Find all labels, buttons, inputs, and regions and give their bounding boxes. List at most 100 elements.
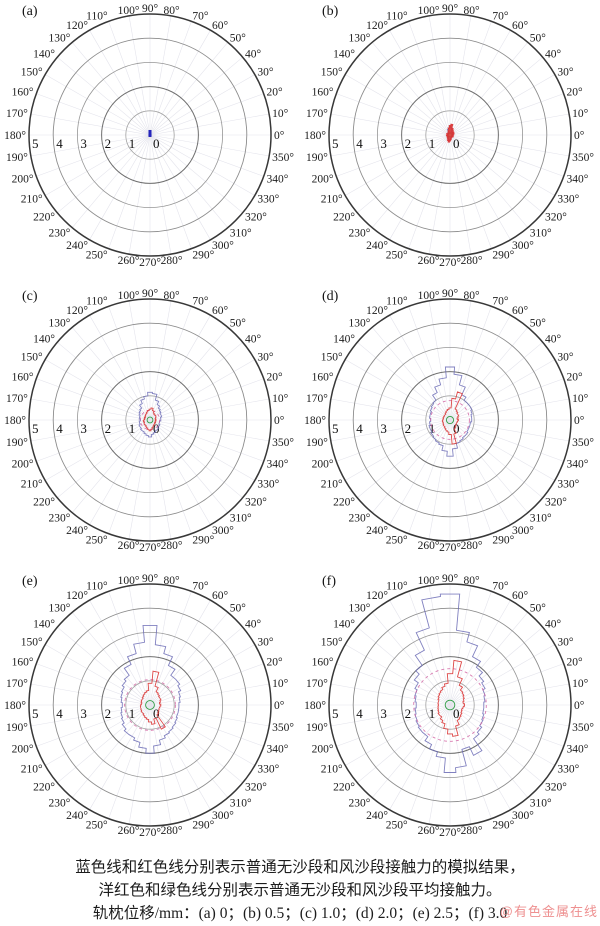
svg-text:190°: 190° — [6, 152, 28, 164]
svg-text:130°: 130° — [348, 318, 370, 330]
svg-text:100°: 100° — [418, 575, 440, 587]
svg-text:120°: 120° — [66, 20, 88, 32]
svg-text:90°: 90° — [142, 3, 159, 15]
svg-text:10°: 10° — [572, 678, 589, 690]
svg-text:330°: 330° — [257, 479, 279, 491]
svg-text:150°: 150° — [321, 67, 343, 79]
svg-text:120°: 120° — [366, 590, 388, 602]
svg-text:230°: 230° — [48, 512, 70, 524]
panel-label-b: (b) — [322, 4, 339, 19]
svg-text:140°: 140° — [333, 333, 355, 345]
svg-text:210°: 210° — [21, 194, 43, 206]
svg-text:170°: 170° — [6, 678, 28, 690]
svg-text:50°: 50° — [230, 33, 247, 45]
polar-chart-d: 0°10°20°30°40°50°60°70°80°90°100°110°120… — [304, 288, 594, 554]
svg-text:10°: 10° — [572, 393, 589, 405]
svg-text:300°: 300° — [212, 810, 234, 822]
svg-text:260°: 260° — [418, 255, 440, 267]
svg-text:10°: 10° — [272, 393, 289, 405]
polar-chart-f: 0°10°20°30°40°50°60°70°80°90°100°110°120… — [304, 573, 594, 839]
svg-text:300°: 300° — [212, 240, 234, 252]
polar-chart-e: 0°10°20°30°40°50°60°70°80°90°100°110°120… — [4, 573, 294, 839]
svg-text:200°: 200° — [312, 743, 334, 755]
panel-label-f: (f) — [322, 574, 336, 589]
svg-text:60°: 60° — [512, 20, 529, 32]
svg-text:220°: 220° — [33, 782, 55, 794]
svg-text:160°: 160° — [312, 87, 334, 99]
svg-text:290°: 290° — [492, 819, 514, 831]
svg-text:110°: 110° — [386, 11, 408, 23]
svg-text:300°: 300° — [212, 525, 234, 537]
svg-text:290°: 290° — [492, 249, 514, 261]
svg-text:300°: 300° — [512, 810, 534, 822]
svg-text:180°: 180° — [304, 130, 326, 142]
svg-text:310°: 310° — [530, 512, 552, 524]
svg-text:350°: 350° — [272, 152, 294, 164]
svg-text:40°: 40° — [545, 333, 562, 345]
svg-text:150°: 150° — [21, 67, 43, 79]
svg-text:160°: 160° — [12, 372, 34, 384]
svg-text:190°: 190° — [6, 722, 28, 734]
svg-text:5: 5 — [332, 706, 339, 721]
svg-text:3: 3 — [380, 421, 387, 436]
svg-text:190°: 190° — [306, 152, 328, 164]
panel-label-e: (e) — [22, 574, 38, 589]
panel-d: 0° 10° 20° 30° 40° 50° 60° 70° 80° 90° 100° 110° 120… — [300, 285, 600, 570]
svg-text:280°: 280° — [461, 255, 483, 267]
svg-text:0°: 0° — [274, 700, 285, 712]
svg-text:180°: 180° — [4, 415, 26, 427]
svg-text:20°: 20° — [567, 372, 584, 384]
svg-text:140°: 140° — [333, 48, 355, 60]
svg-text:340°: 340° — [267, 743, 289, 755]
svg-text:260°: 260° — [118, 255, 140, 267]
svg-text:180°: 180° — [304, 415, 326, 427]
svg-text:2: 2 — [105, 706, 112, 721]
svg-text:270°: 270° — [439, 827, 461, 839]
svg-text:200°: 200° — [312, 458, 334, 470]
svg-text:50°: 50° — [230, 603, 247, 615]
svg-text:5: 5 — [32, 136, 39, 151]
svg-text:80°: 80° — [463, 290, 480, 302]
svg-text:70°: 70° — [192, 296, 209, 308]
svg-text:2: 2 — [405, 421, 412, 436]
svg-text:70°: 70° — [492, 296, 509, 308]
figure-caption: 蓝色线和红色线分别表示普通无沙段和风沙段接触力的模拟结果， 洋红色和绿色线分别表… — [0, 856, 600, 925]
svg-text:90°: 90° — [442, 573, 459, 585]
svg-text:90°: 90° — [442, 3, 459, 15]
svg-text:30°: 30° — [257, 637, 274, 649]
svg-text:230°: 230° — [48, 227, 70, 239]
svg-text:230°: 230° — [348, 512, 370, 524]
svg-text:20°: 20° — [567, 657, 584, 669]
svg-text:140°: 140° — [333, 618, 355, 630]
svg-text:80°: 80° — [163, 575, 180, 587]
svg-text:210°: 210° — [321, 479, 343, 491]
svg-text:20°: 20° — [267, 87, 284, 99]
svg-text:290°: 290° — [492, 534, 514, 546]
svg-text:200°: 200° — [12, 173, 34, 185]
svg-text:340°: 340° — [567, 743, 589, 755]
svg-text:70°: 70° — [192, 11, 209, 23]
svg-text:4: 4 — [356, 421, 363, 436]
svg-text:130°: 130° — [48, 318, 70, 330]
svg-text:0: 0 — [153, 136, 160, 151]
svg-text:290°: 290° — [192, 249, 214, 261]
svg-text:260°: 260° — [118, 540, 140, 552]
svg-text:220°: 220° — [33, 212, 55, 224]
caption-line-2: 洋红色和绿色线分别表示普通无沙段和风沙段平均接触力。 — [98, 882, 502, 899]
svg-text:20°: 20° — [567, 87, 584, 99]
svg-text:240°: 240° — [66, 240, 88, 252]
svg-text:210°: 210° — [21, 764, 43, 776]
svg-text:330°: 330° — [557, 479, 579, 491]
svg-text:270°: 270° — [439, 257, 461, 269]
svg-text:1: 1 — [129, 421, 136, 436]
svg-text:140°: 140° — [33, 333, 55, 345]
svg-text:100°: 100° — [418, 290, 440, 302]
svg-text:0: 0 — [453, 136, 460, 151]
svg-text:0: 0 — [453, 421, 460, 436]
svg-text:320°: 320° — [245, 212, 267, 224]
svg-text:210°: 210° — [321, 194, 343, 206]
svg-text:40°: 40° — [245, 48, 262, 60]
svg-text:50°: 50° — [230, 318, 247, 330]
svg-text:30°: 30° — [257, 67, 274, 79]
svg-text:240°: 240° — [366, 525, 388, 537]
